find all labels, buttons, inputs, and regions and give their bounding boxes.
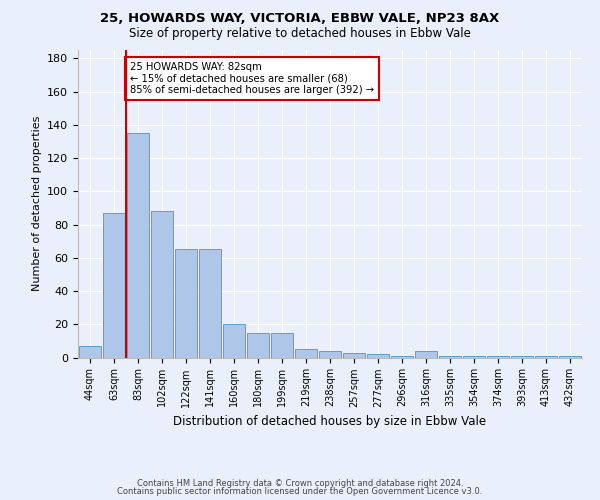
X-axis label: Distribution of detached houses by size in Ebbw Vale: Distribution of detached houses by size …: [173, 415, 487, 428]
Bar: [127, 133, 149, 358]
Text: Contains public sector information licensed under the Open Government Licence v3: Contains public sector information licen…: [118, 488, 482, 496]
Bar: [295, 349, 317, 358]
Bar: [319, 351, 341, 358]
Bar: [103, 213, 125, 358]
Bar: [247, 332, 269, 357]
Text: 25 HOWARDS WAY: 82sqm
← 15% of detached houses are smaller (68)
85% of semi-deta: 25 HOWARDS WAY: 82sqm ← 15% of detached …: [130, 62, 374, 95]
Bar: [223, 324, 245, 358]
Text: Size of property relative to detached houses in Ebbw Vale: Size of property relative to detached ho…: [129, 28, 471, 40]
Bar: [271, 332, 293, 357]
Bar: [175, 250, 197, 358]
Y-axis label: Number of detached properties: Number of detached properties: [32, 116, 41, 292]
Bar: [511, 356, 533, 358]
Bar: [463, 356, 485, 358]
Bar: [487, 356, 509, 358]
Bar: [415, 351, 437, 358]
Bar: [367, 354, 389, 358]
Bar: [343, 352, 365, 358]
Bar: [79, 346, 101, 358]
Text: 25, HOWARDS WAY, VICTORIA, EBBW VALE, NP23 8AX: 25, HOWARDS WAY, VICTORIA, EBBW VALE, NP…: [100, 12, 500, 26]
Bar: [151, 211, 173, 358]
Bar: [439, 356, 461, 358]
Bar: [535, 356, 557, 358]
Text: Contains HM Land Registry data © Crown copyright and database right 2024.: Contains HM Land Registry data © Crown c…: [137, 478, 463, 488]
Bar: [559, 356, 581, 358]
Bar: [391, 356, 413, 358]
Bar: [199, 250, 221, 358]
